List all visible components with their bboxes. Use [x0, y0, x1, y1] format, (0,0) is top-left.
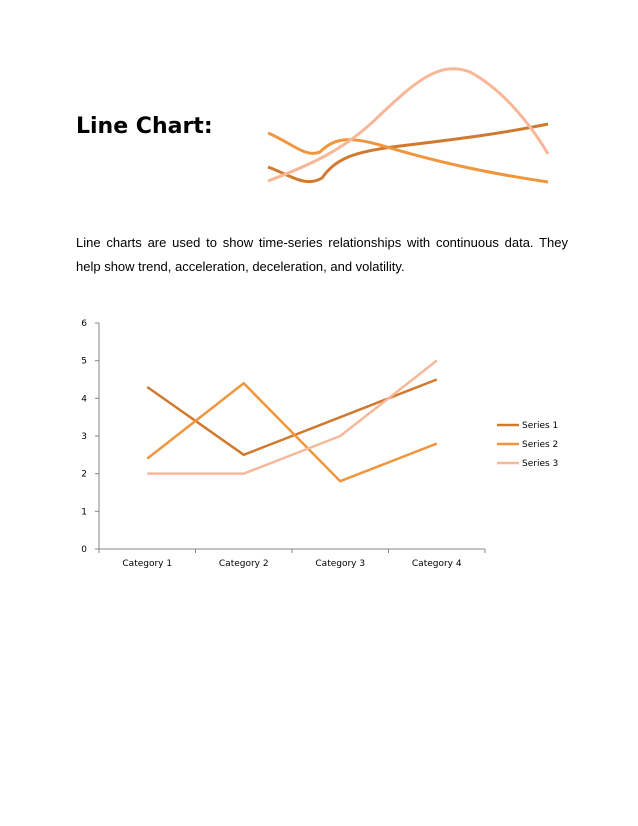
y-tick-label: 1	[81, 507, 87, 517]
decorative-curve-1	[267, 122, 549, 184]
decorative-curve-3	[267, 67, 550, 183]
series-line-2	[146, 382, 438, 483]
series-line-1	[146, 378, 438, 457]
legend-label: Series 3	[522, 459, 558, 469]
page-title: Line Chart:	[76, 114, 213, 139]
y-tick-label: 2	[81, 470, 87, 480]
y-tick-label: 6	[81, 319, 87, 329]
series-line-3	[147, 359, 438, 475]
x-tick-label: Category 1	[122, 559, 172, 569]
x-tick-label: Category 3	[315, 559, 365, 569]
y-tick-label: 0	[81, 545, 87, 555]
x-tick-label: Category 2	[219, 559, 269, 569]
y-axis: 0 1 2 3 4 5 6	[81, 319, 100, 555]
x-tick-label: Category 4	[412, 559, 462, 569]
x-axis: Category 1 Category 2 Category 3 Category 4	[98, 548, 486, 569]
series-lines	[146, 359, 438, 483]
y-tick-label: 5	[81, 357, 87, 367]
legend-label: Series 2	[522, 440, 558, 450]
chart-legend: Series 1 Series 2 Series 3	[497, 421, 558, 469]
decorative-curve-2	[267, 131, 549, 184]
decorative-curves-graphic	[267, 67, 550, 184]
y-tick-label: 3	[81, 432, 87, 442]
y-tick-label: 4	[81, 394, 87, 404]
legend-label: Series 1	[522, 421, 558, 431]
body-paragraph: Line charts are used to show time-series…	[76, 235, 568, 274]
